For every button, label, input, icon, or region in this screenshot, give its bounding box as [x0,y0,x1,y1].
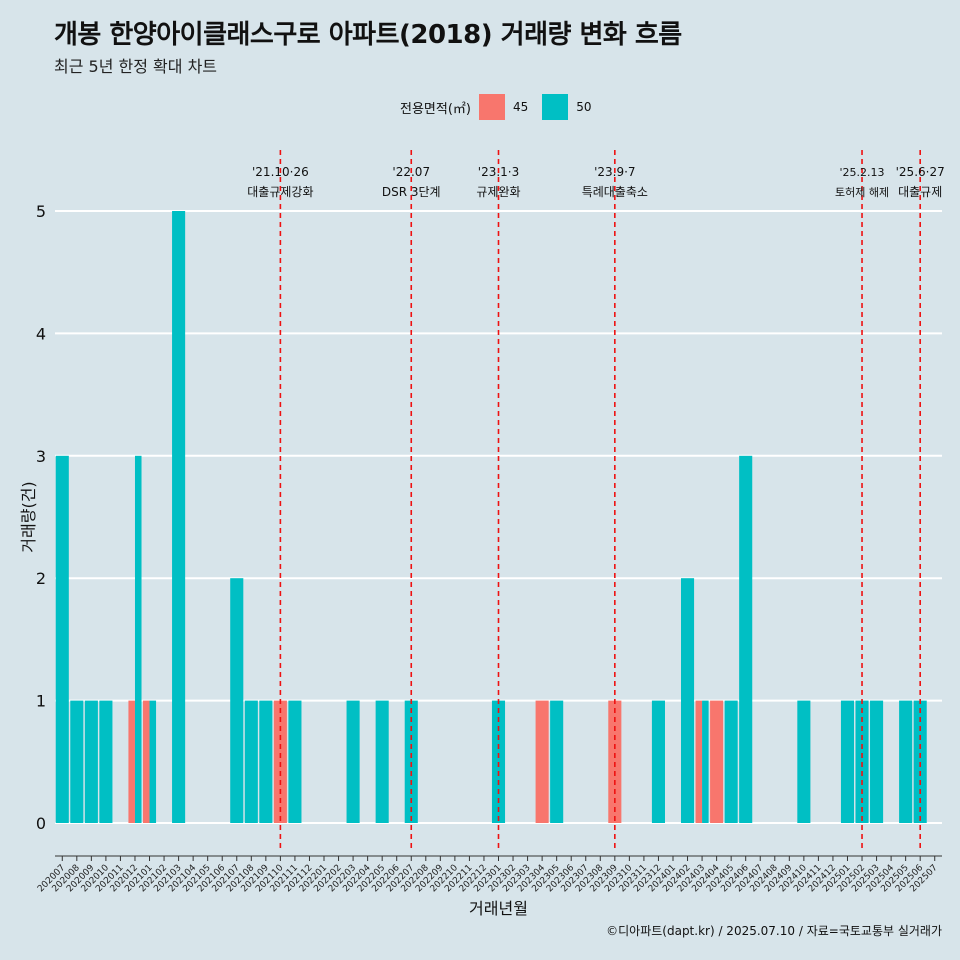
bar-45-202304 [535,700,549,823]
legend-item-50: 50 [542,94,592,120]
event-label-202110: 대출규제강화 [247,185,313,199]
legend-item-45: 45 [478,94,529,120]
event-label-202309: 특례대출축소 [582,185,648,199]
bar-50-202506 [913,700,927,823]
y-tick-label: 2 [36,569,46,588]
y-tick-label: 3 [36,447,46,466]
chart-title: 개봉 한양아이클래스구로 아파트(2018) 거래량 변화 흐름 [54,20,682,50]
bar-50-202312 [651,700,665,823]
event-date-202502: '25.2.13 [840,166,885,179]
bar-50-202505 [899,700,913,823]
event-date-202506: '25.6·27 [896,165,945,179]
legend-swatch-50 [542,94,569,120]
legend-label-45: 45 [512,100,529,114]
bar-45-202012 [128,700,135,823]
bar-50-202402 [680,578,695,823]
y-tick-label: 4 [36,324,46,343]
bar-50-202501 [840,700,855,823]
bar-50-202403 [702,700,709,823]
bar-45-202110 [273,700,287,823]
bar-50-202109 [259,700,273,823]
bar-50-202107 [230,578,244,823]
legend: 전용면적(㎡) 45 50 [400,93,606,121]
bar-50-202406 [739,455,753,823]
event-date-202309: '23.9·7 [594,165,635,179]
y-axis-title: 거래량(건) [19,481,38,552]
bar-50-202012 [134,455,142,823]
bar-50-202009 [84,700,98,823]
event-date-202207: '22.07 [392,165,430,179]
bar-50-202301 [491,700,506,823]
event-label-202506: 대출규제 [898,185,942,199]
bar-50-202502 [855,700,869,823]
bar-45-202309 [608,700,622,823]
event-label-202207: DSR 3단계 [382,185,441,199]
event-label-202502: 토허제 해제 [835,185,889,199]
y-tick-label: 5 [36,202,46,221]
bar-50-202405 [724,700,738,823]
bar-45-202101 [142,700,150,823]
bar-50-202503 [870,700,884,823]
legend-swatch-45 [478,94,505,120]
y-tick-label: 0 [36,814,46,833]
bar-50-202207 [404,700,418,823]
bar-50-202007 [55,455,69,823]
bar-50-202103 [172,211,186,823]
bar-50-202203 [346,700,360,823]
bar-50-202108 [244,700,258,823]
bar-45-202403 [695,700,703,823]
y-tick-label: 1 [36,692,46,711]
x-axis-title: 거래년월 [469,899,528,918]
bar-50-202410 [797,700,811,823]
bar-50-202205 [375,700,389,823]
chart-caption: ©디아파트(dapt.kr) / 2025.07.10 / 자료=국토교통부 실… [606,924,942,938]
bar-50-202010 [99,700,113,823]
bar-50-202101 [149,700,157,823]
bar-50-202008 [70,700,84,823]
bar-50-202305 [550,700,564,823]
event-date-202110: '21.10·26 [252,165,309,179]
event-date-202301: '23.1·3 [478,165,519,179]
chart-subtitle: 최근 5년 한정 확대 차트 [54,57,218,76]
bar-50-202111 [288,700,302,823]
legend-label-50: 50 [576,100,592,114]
legend-title: 전용면적(㎡) [400,101,471,117]
event-label-202301: 규제완화 [476,185,520,199]
bar-45-202404 [710,700,724,823]
